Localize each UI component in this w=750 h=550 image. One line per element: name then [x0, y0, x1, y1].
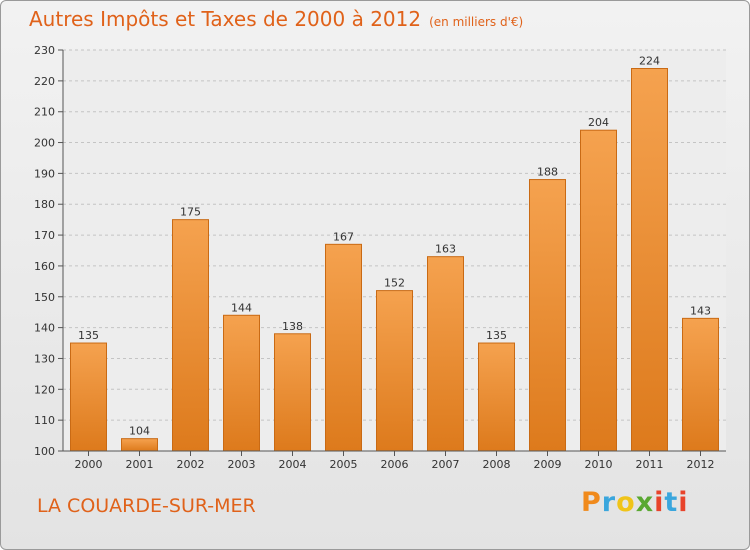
bar [376, 290, 413, 452]
x-tick-label: 2000 [75, 458, 103, 471]
x-tick-label: 2001 [126, 458, 154, 471]
brand-letter: t [664, 487, 679, 518]
y-tick-label: 100 [34, 445, 55, 458]
bar [172, 219, 209, 452]
bar [478, 342, 515, 452]
brand-letter: P [581, 487, 602, 518]
data-label: 224 [639, 55, 660, 68]
data-label: 167 [333, 230, 354, 243]
y-tick-label: 190 [34, 167, 55, 180]
axes [58, 49, 726, 456]
y-tick-label: 230 [34, 44, 55, 57]
y-tick-label: 220 [34, 75, 55, 88]
x-tick-label: 2011 [636, 458, 664, 471]
data-label: 135 [486, 329, 507, 342]
y-tick-label: 180 [34, 198, 55, 211]
bar [631, 68, 668, 452]
chart-unit: (en milliers d'€) [429, 15, 524, 29]
x-tick-label: 2008 [483, 458, 511, 471]
x-tick-label: 2010 [585, 458, 613, 471]
bar [70, 342, 107, 452]
data-label: 163 [435, 243, 456, 256]
y-tick-label: 160 [34, 260, 55, 273]
data-label: 204 [588, 116, 609, 129]
data-label: 138 [282, 320, 303, 333]
chart-title: Autres Impôts et Taxes de 2000 à 2012 (en… [29, 7, 523, 31]
data-label: 188 [537, 166, 558, 179]
x-tick-label: 2006 [381, 458, 409, 471]
y-tick-label: 130 [34, 352, 55, 365]
y-tick-label: 120 [34, 383, 55, 396]
y-tick-label: 210 [34, 106, 55, 119]
bar [121, 438, 158, 452]
x-tick-label: 2009 [534, 458, 562, 471]
x-tick-label: 2002 [177, 458, 205, 471]
brand-letter: x [635, 487, 655, 518]
y-tick-label: 140 [34, 322, 55, 335]
chart-title-text: Autres Impôts et Taxes de 2000 à 2012 [29, 7, 422, 31]
y-tick-label: 170 [34, 229, 55, 242]
y-tick-label: 110 [34, 414, 55, 427]
data-label: 152 [384, 277, 405, 290]
y-tick-label: 200 [34, 137, 55, 150]
brand-letter: i [654, 487, 665, 518]
bar [529, 179, 566, 452]
bars [70, 68, 719, 452]
data-label: 104 [129, 425, 150, 438]
x-tick-label: 2007 [432, 458, 460, 471]
data-label: 135 [78, 329, 99, 342]
x-tick-label: 2012 [687, 458, 715, 471]
bar [580, 129, 617, 452]
bar [325, 243, 362, 452]
data-label: 144 [231, 301, 252, 314]
brand-letter: i [678, 487, 689, 518]
y-tick-label: 150 [34, 291, 55, 304]
bar [274, 333, 311, 452]
x-tick-label: 2003 [228, 458, 256, 471]
bar [682, 317, 719, 452]
x-tick-label: 2004 [279, 458, 307, 471]
brand-letter: o [616, 487, 636, 518]
bar [223, 314, 260, 452]
data-label: 175 [180, 206, 201, 219]
brand-letter: r [601, 487, 617, 518]
labels: 100 110 120 130 140 150 160 170 180 190 200 210 220 2… [34, 44, 715, 471]
commune-name: LA COUARDE-SUR-MER [37, 495, 256, 517]
bar [427, 256, 464, 452]
x-tick-label: 2005 [330, 458, 358, 471]
data-label: 143 [690, 304, 711, 317]
proxiti-logo: Proxiti [581, 487, 689, 518]
